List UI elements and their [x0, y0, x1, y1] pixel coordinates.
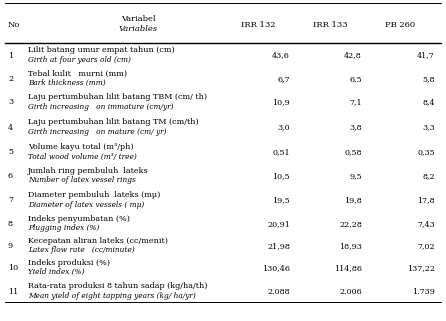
Text: Kecepatan aliran lateks (cc/menit): Kecepatan aliran lateks (cc/menit): [28, 237, 168, 245]
Text: 43,6: 43,6: [272, 51, 290, 59]
Text: Total wood volume (m³/ tree): Total wood volume (m³/ tree): [28, 153, 137, 161]
Text: 8,4: 8,4: [422, 99, 435, 107]
Text: 18,93: 18,93: [339, 242, 362, 250]
Text: 41,7: 41,7: [417, 51, 435, 59]
Text: 8,2: 8,2: [422, 172, 435, 180]
Text: 19,8: 19,8: [344, 196, 362, 204]
Text: Girth increasing   on immature (cm/yr): Girth increasing on immature (cm/yr): [28, 103, 173, 111]
Text: 6: 6: [8, 172, 13, 180]
Text: Volume kayu total (m³/ph): Volume kayu total (m³/ph): [28, 143, 134, 151]
Text: 4: 4: [8, 124, 13, 132]
Text: 10,9: 10,9: [272, 99, 290, 107]
Text: 42,8: 42,8: [344, 51, 362, 59]
Text: 6,7: 6,7: [277, 75, 290, 83]
Text: 17,8: 17,8: [417, 196, 435, 204]
Text: Diameter pembuluh  lateks (mμ): Diameter pembuluh lateks (mμ): [28, 191, 161, 199]
Text: 3,3: 3,3: [422, 124, 435, 132]
Text: Rata-rata produksi 8 tahun sadap (kg/ha/th): Rata-rata produksi 8 tahun sadap (kg/ha/…: [28, 282, 207, 290]
Text: 20,91: 20,91: [267, 220, 290, 228]
Text: Bark thickness (mm): Bark thickness (mm): [28, 79, 106, 87]
Text: 19,5: 19,5: [272, 196, 290, 204]
Text: Jumlah ring pembuluh  lateks: Jumlah ring pembuluh lateks: [28, 167, 149, 175]
Text: 130,46: 130,46: [262, 264, 290, 272]
Text: 137,22: 137,22: [407, 264, 435, 272]
Text: 7,43: 7,43: [417, 220, 435, 228]
Text: Plugging index (%): Plugging index (%): [28, 224, 99, 232]
Text: Girth at four years old (cm): Girth at four years old (cm): [28, 56, 131, 64]
Text: 3,0: 3,0: [277, 124, 290, 132]
Text: Diameter of latex vessels ( mμ): Diameter of latex vessels ( mμ): [28, 201, 144, 209]
Text: 2.088: 2.088: [267, 288, 290, 296]
Text: Lilit batang umur empat tahun (cm): Lilit batang umur empat tahun (cm): [28, 46, 175, 54]
Text: Girth increasing   on mature (cm/ yr): Girth increasing on mature (cm/ yr): [28, 128, 166, 136]
Text: PB 260: PB 260: [385, 21, 415, 29]
Text: Laju pertumbuhan lilit batang TBM (cm/ th): Laju pertumbuhan lilit batang TBM (cm/ t…: [28, 93, 207, 101]
Text: Mean yield of eight tapping years (kg/ ha/yr): Mean yield of eight tapping years (kg/ h…: [28, 292, 196, 300]
Text: Variables: Variables: [119, 25, 157, 33]
Text: Latex flow rate   (cc/minute): Latex flow rate (cc/minute): [28, 246, 135, 254]
Text: 21,98: 21,98: [267, 242, 290, 250]
Text: 10: 10: [8, 264, 18, 272]
Text: 7: 7: [8, 196, 13, 204]
Text: 8: 8: [8, 220, 13, 228]
Text: No: No: [8, 21, 21, 29]
Text: 3,8: 3,8: [349, 124, 362, 132]
Text: 0,51: 0,51: [273, 149, 290, 157]
Text: 3: 3: [8, 99, 13, 107]
Text: 7,02: 7,02: [417, 242, 435, 250]
Text: 2.006: 2.006: [339, 288, 362, 296]
Text: 0,35: 0,35: [417, 149, 435, 157]
Text: Indeks produksi (%): Indeks produksi (%): [28, 259, 110, 267]
Text: 1.739: 1.739: [412, 288, 435, 296]
Text: IRR 133: IRR 133: [313, 21, 347, 29]
Text: 1: 1: [8, 51, 13, 59]
Text: 22,28: 22,28: [339, 220, 362, 228]
Text: 5: 5: [8, 149, 13, 157]
Text: Yield index (%): Yield index (%): [28, 268, 84, 276]
Text: 9: 9: [8, 242, 13, 250]
Text: IRR 132: IRR 132: [241, 21, 275, 29]
Text: Variabel: Variabel: [121, 15, 155, 23]
Text: 2: 2: [8, 75, 13, 83]
Text: 11: 11: [8, 288, 18, 296]
Text: 7,1: 7,1: [349, 99, 362, 107]
Text: 6,5: 6,5: [349, 75, 362, 83]
Text: 9,5: 9,5: [349, 172, 362, 180]
Text: 0,58: 0,58: [344, 149, 362, 157]
Text: 114,86: 114,86: [334, 264, 362, 272]
Text: Indeks penyumbatan (%): Indeks penyumbatan (%): [28, 215, 130, 223]
Text: 10,5: 10,5: [273, 172, 290, 180]
Text: Tebal kulit   murni (mm): Tebal kulit murni (mm): [28, 70, 127, 78]
Text: Number of latex vessel rings: Number of latex vessel rings: [28, 177, 136, 184]
Text: 5,8: 5,8: [422, 75, 435, 83]
Text: Laju pertumbuhan lilit batang TM (cm/th): Laju pertumbuhan lilit batang TM (cm/th): [28, 118, 199, 126]
